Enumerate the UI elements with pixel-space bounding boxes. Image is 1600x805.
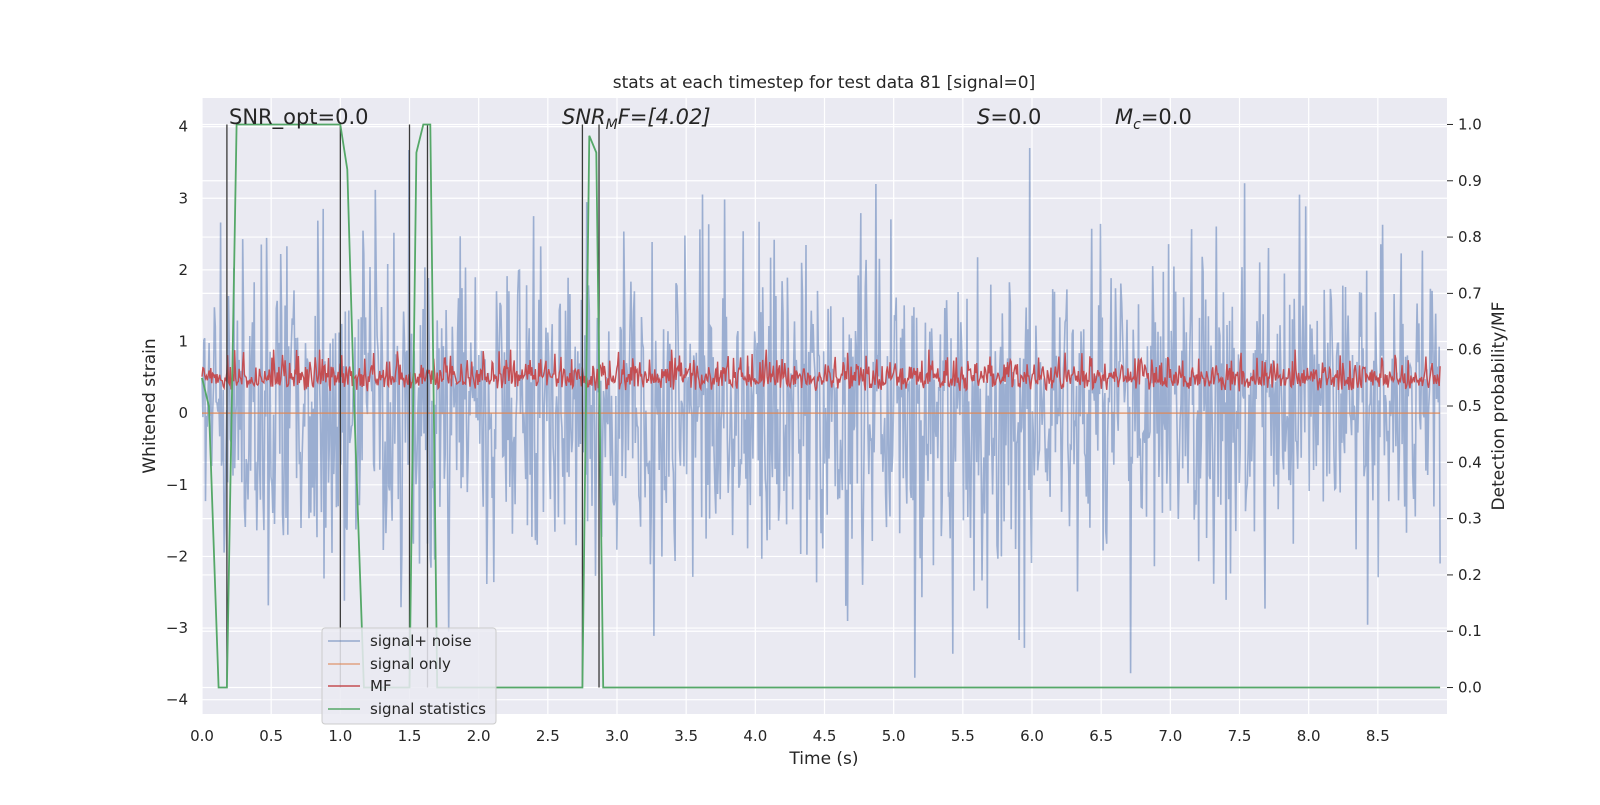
- mf-line: [201, 349, 1441, 392]
- annotation-snr-mf-main: SNR: [562, 105, 606, 129]
- annotation-snr-mf: SNRMF=[4.02]: [562, 105, 711, 133]
- x-tick-label: 2.0: [467, 727, 491, 745]
- y-right-tick-label: 0.6: [1458, 341, 1482, 359]
- y-tick-label: 3: [178, 189, 188, 207]
- x-axis-label: Time (s): [788, 749, 858, 769]
- x-tick-label: 4.5: [813, 727, 837, 745]
- legend-item-stats: signal statistics: [328, 700, 486, 718]
- y-right-tick-label: 0.3: [1458, 510, 1482, 528]
- x-tick-label: 1.5: [398, 727, 422, 745]
- x-tick-label: 6.0: [1020, 727, 1044, 745]
- legend-item-mf: MF: [328, 677, 392, 695]
- legend-label-mf: MF: [370, 677, 392, 695]
- x-tick-label: 0.5: [259, 727, 283, 745]
- x-tick-labels: 0.0 0.5 1.0 1.5 2.0 2.5 3.0 3.5 4.0 4.5 5.0 5.5 6.0 6…: [190, 727, 1390, 745]
- y-right-tick-label: 1.0: [1458, 115, 1482, 133]
- x-tick-label: 3.5: [674, 727, 698, 745]
- y-right-tick-label: 0.5: [1458, 397, 1482, 415]
- y-right-tick-label: 0.4: [1458, 453, 1482, 471]
- y-tick-label: 4: [178, 118, 188, 136]
- legend-label-noise: signal+ noise: [370, 632, 472, 650]
- y-axis-label: Whitened strain: [140, 338, 160, 473]
- legend-label-signal-only: signal only: [370, 655, 451, 673]
- annotation-snr-opt: SNR_opt=0.0: [229, 105, 369, 130]
- x-tick-label: 5.5: [951, 727, 975, 745]
- x-tick-label: 8.5: [1366, 727, 1390, 745]
- x-tick-label: 2.5: [536, 727, 560, 745]
- annotation-mc-sub: c: [1133, 117, 1141, 133]
- chart-title: stats at each timestep for test data 81 …: [613, 73, 1036, 93]
- y-tick-label: −2: [166, 547, 188, 565]
- x-tick-label: 5.0: [882, 727, 906, 745]
- mf-series: [201, 349, 1441, 392]
- y-right-tick-labels: 1.0 0.9 0.8 0.7 0.6 0.5 0.4 0.3 0.2 0.1 0.0: [1458, 115, 1482, 696]
- legend-item-signal-only: signal only: [328, 655, 451, 673]
- y-right-tick-label: 0.9: [1458, 172, 1482, 190]
- x-tick-label: 7.5: [1228, 727, 1252, 745]
- annotation-snr-mf-rest-f: F=[4.02]: [618, 105, 711, 129]
- y-right-tick-label: 0.2: [1458, 566, 1482, 584]
- y-right-tick-label: 0.0: [1458, 679, 1482, 697]
- x-tick-label: 4.0: [743, 727, 767, 745]
- y-right-axis-label: Detection probability/MF: [1489, 302, 1509, 511]
- annotation-mc-var: M: [1115, 105, 1133, 129]
- y-tick-label: 1: [178, 333, 188, 351]
- annotation-mc: Mc=0.0: [1115, 105, 1192, 133]
- y-right-tick-label: 0.7: [1458, 284, 1482, 302]
- x-tick-label: 6.5: [1089, 727, 1113, 745]
- x-tick-label: 7.0: [1158, 727, 1182, 745]
- annotation-mc-rest: =0.0: [1141, 105, 1192, 129]
- y-tick-label: −3: [166, 619, 188, 637]
- y-right-tick-label: 0.8: [1458, 228, 1482, 246]
- y-tick-label: −4: [166, 691, 188, 709]
- annotation-s-rest: =0.0: [990, 105, 1041, 129]
- y-tick-label: 2: [178, 261, 188, 279]
- annotation-snr-mf-sub: M: [606, 117, 618, 133]
- y-tick-labels: 4 3 2 1 0 −1 −2 −3 −4: [166, 118, 188, 709]
- x-tick-label: 1.0: [328, 727, 352, 745]
- annotation-s-var: S: [977, 105, 990, 129]
- annotation-s: S=0.0: [977, 105, 1041, 129]
- legend: signal+ noise signal only MF signal stat…: [321, 627, 497, 725]
- legend-box: [321, 627, 497, 725]
- x-tick-label: 8.0: [1297, 727, 1321, 745]
- y-right-tick-label: 0.1: [1458, 622, 1482, 640]
- y-tick-label: 0: [178, 404, 188, 422]
- x-tick-label: 0.0: [190, 727, 214, 745]
- x-tick-label: 3.0: [605, 727, 629, 745]
- legend-item-noise: signal+ noise: [328, 632, 472, 650]
- y-tick-label: −1: [166, 476, 188, 494]
- legend-label-stats: signal statistics: [370, 700, 486, 718]
